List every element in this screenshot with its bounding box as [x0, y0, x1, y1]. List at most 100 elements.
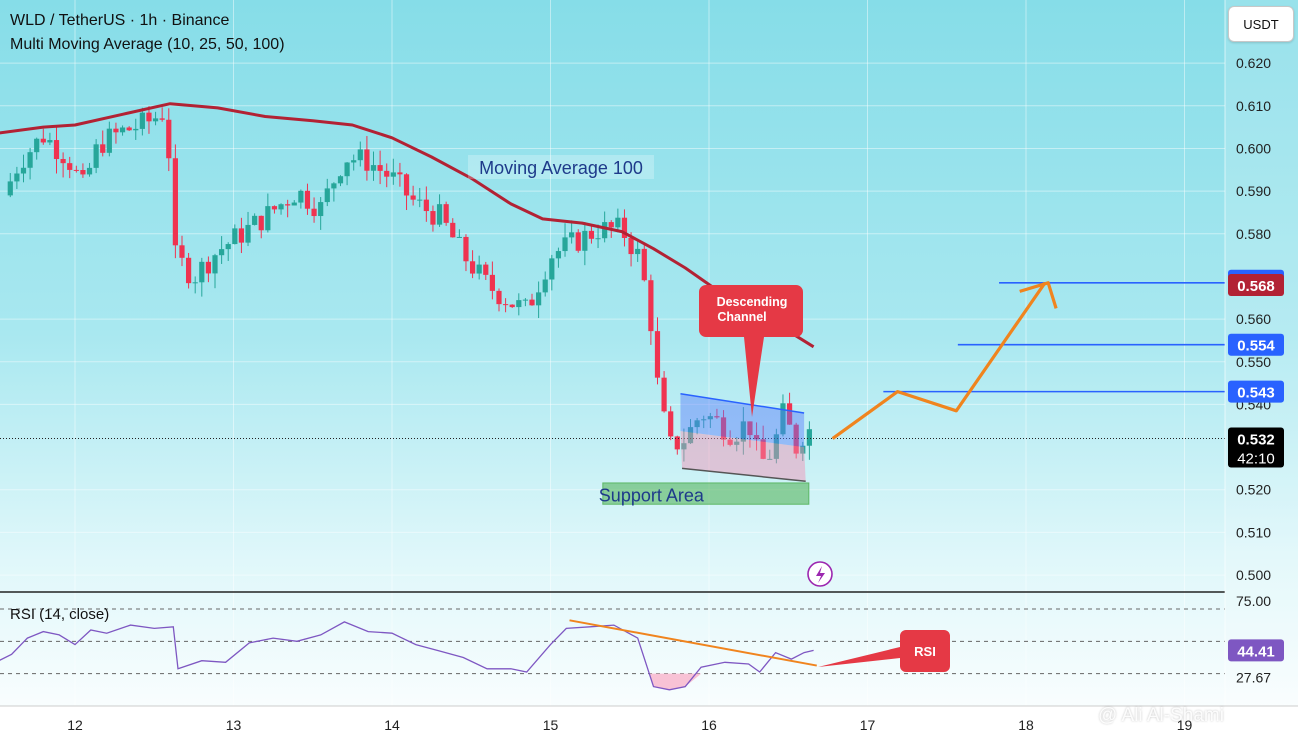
bullish-candle — [7, 173, 13, 198]
bullish-candle — [773, 428, 779, 464]
channel-lower-fill — [680, 431, 806, 482]
candle-body — [384, 170, 390, 177]
candle-body — [536, 292, 542, 306]
price-tick-label: 0.580 — [1236, 226, 1271, 242]
ma100-line — [0, 102, 815, 349]
callout-text-line2: Channel — [717, 310, 766, 324]
candle-body — [285, 204, 291, 206]
candle-body — [34, 138, 40, 153]
bearish-candle — [714, 408, 720, 419]
lightning-icon-bolt — [816, 566, 825, 583]
price-badge: 0.543 — [1228, 380, 1284, 403]
bearish-candle — [760, 425, 766, 460]
rsi-oversold-fill — [648, 673, 702, 690]
bullish-candle — [219, 236, 225, 264]
candle-body — [179, 245, 185, 258]
bullish-candle — [225, 242, 231, 261]
bearish-candle — [410, 185, 416, 206]
candle-body — [793, 424, 799, 454]
candle-body — [370, 165, 377, 171]
candle-body — [720, 417, 727, 440]
candle-body — [430, 211, 436, 225]
bearish-candle — [67, 156, 73, 179]
bearish-candle — [661, 371, 667, 413]
candle-body — [463, 236, 469, 262]
bullish-candle — [106, 121, 112, 157]
rsi-title[interactable]: RSI (14, close) — [10, 606, 110, 623]
candle-body — [648, 280, 654, 332]
rsi-divergence-line — [569, 619, 817, 667]
candle-body — [238, 228, 245, 243]
candle-body — [93, 144, 99, 168]
candle-body — [549, 258, 555, 280]
price-badge-text: 0.532 — [1237, 432, 1275, 449]
candle-body — [674, 436, 680, 450]
candle-body — [67, 163, 73, 170]
candle-body — [410, 195, 416, 200]
currency-button[interactable]: USDT — [1228, 6, 1294, 42]
bearish-candle — [146, 106, 152, 134]
candle-body — [278, 204, 284, 210]
bearish-candle — [100, 130, 106, 157]
callout-text-line1: Descending — [717, 295, 788, 309]
candle-body — [615, 217, 621, 228]
bullish-candle — [344, 162, 350, 186]
support-area-label: Support Area — [599, 485, 705, 505]
candle-body — [126, 127, 132, 131]
bullish-candle — [390, 158, 396, 185]
bearish-candle — [654, 317, 661, 385]
candle-body — [740, 421, 746, 442]
bearish-candle — [496, 288, 502, 312]
bullish-candle — [93, 139, 99, 174]
candle-body — [436, 204, 443, 225]
indicator-title[interactable]: Multi Moving Average (10, 25, 50, 100) — [10, 36, 285, 53]
candle-body — [377, 165, 383, 171]
candle-body — [133, 128, 139, 131]
channel-lower-line — [681, 467, 806, 482]
price-tick-label: 0.510 — [1236, 524, 1271, 540]
symbol-title[interactable]: WLD / TetherUS · 1h · Binance — [10, 12, 230, 29]
price-badge-bg — [1228, 427, 1284, 468]
time-tick-label: 18 — [1018, 717, 1034, 733]
price-badge-bg — [1228, 273, 1284, 296]
candle-body — [53, 140, 60, 160]
candle-body — [205, 261, 212, 274]
bullish-candle — [536, 281, 542, 319]
bullish-candle — [265, 193, 271, 233]
bullish-candle — [199, 257, 205, 297]
candle-body — [258, 215, 264, 231]
price-tick-label: 0.560 — [1236, 311, 1271, 327]
candle-body — [47, 140, 53, 143]
bullish-candle — [555, 247, 562, 268]
candle-body — [582, 230, 588, 251]
candle-body — [595, 238, 601, 240]
candle-body — [496, 290, 502, 305]
bullish-candle — [298, 189, 304, 209]
bearish-candle — [185, 252, 192, 289]
descending-channel — [680, 393, 806, 482]
bullish-candle — [337, 175, 344, 187]
price-tick-label: 0.610 — [1236, 98, 1271, 114]
candle-body — [324, 188, 330, 203]
bullish-candle — [800, 441, 806, 462]
candle-body — [701, 419, 707, 421]
candle-body — [337, 176, 344, 184]
candle-body — [166, 119, 172, 159]
candle-body — [502, 304, 509, 306]
candle-body — [575, 232, 581, 251]
time-tick-label: 12 — [67, 717, 83, 733]
bullish-candle — [192, 276, 198, 294]
price-badge-bg — [1228, 380, 1284, 403]
rsi-callout-bubble — [818, 630, 950, 672]
support-area: Support Area — [599, 482, 810, 505]
bearish-candle — [747, 421, 753, 448]
bullish-candle — [278, 203, 284, 215]
bullish-candle — [734, 437, 740, 452]
ma100-label: Moving Average 100 — [479, 158, 643, 178]
candle-body — [265, 206, 271, 231]
time-tick-label: 15 — [543, 717, 559, 733]
candle-body — [747, 421, 753, 436]
bullish-candle — [20, 154, 27, 183]
